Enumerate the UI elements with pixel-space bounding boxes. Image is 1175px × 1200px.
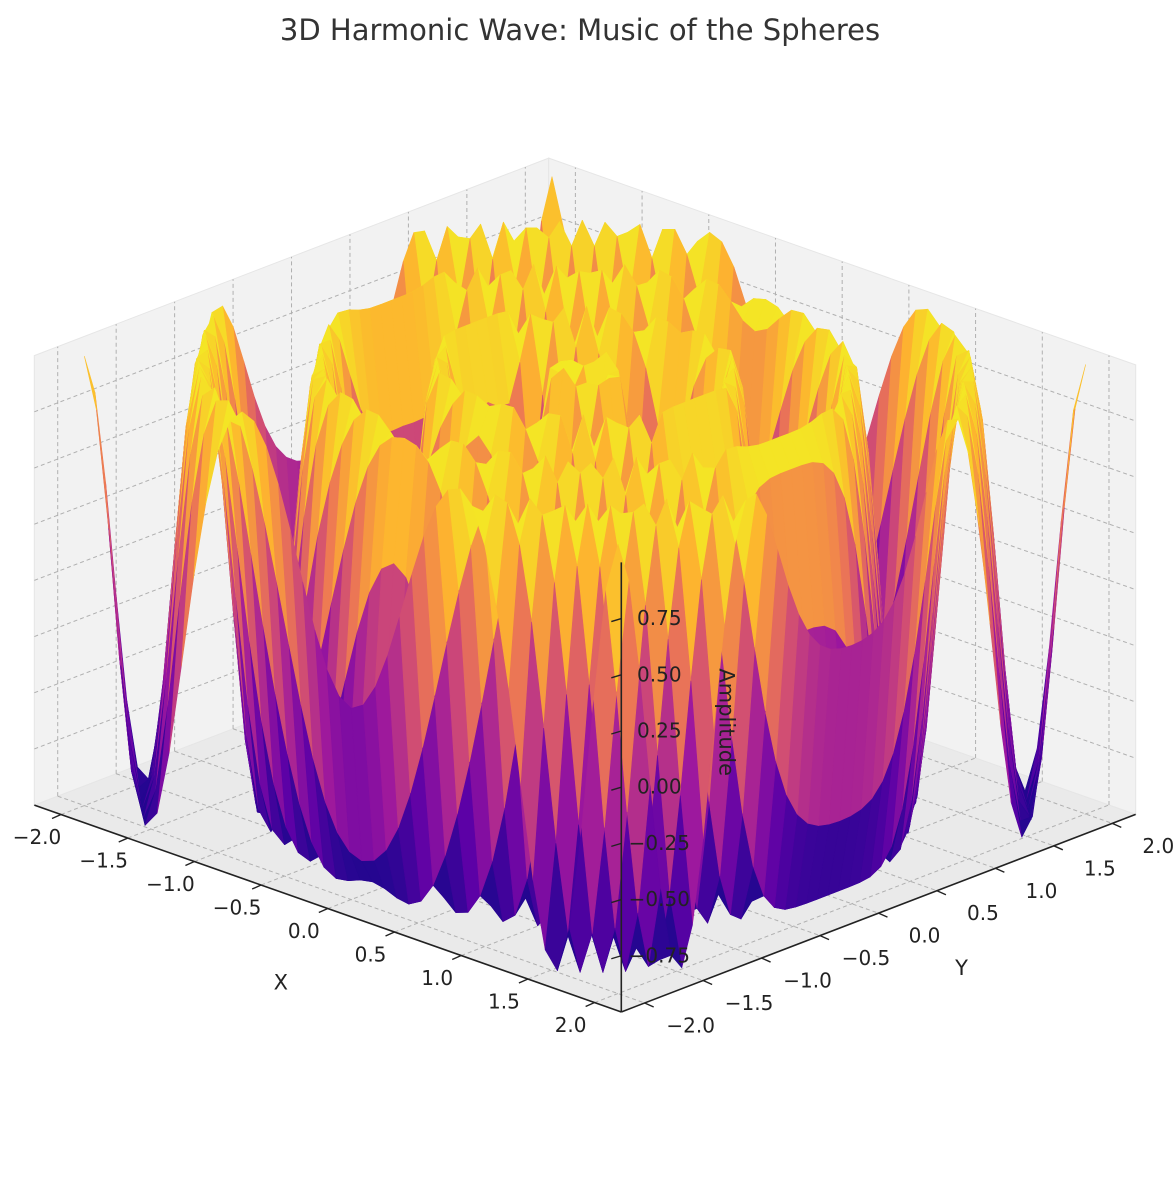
grid-line xyxy=(548,213,1136,422)
chart-title: 3D Harmonic Wave: Music of the Spheres xyxy=(280,13,880,47)
y-tick-label: −0.5 xyxy=(842,946,891,970)
x-tick-label: 0.0 xyxy=(288,919,320,943)
z-tick-mark xyxy=(611,730,622,735)
x-tick-label: 2.0 xyxy=(555,1013,587,1037)
y-tick-label: 2.0 xyxy=(1142,834,1174,858)
z-tick-mark xyxy=(611,617,622,623)
y-tick-label: −1.0 xyxy=(783,969,832,993)
z-tick-mark xyxy=(611,786,622,791)
y-tick-mark xyxy=(995,867,1005,873)
y-axis-label: Y xyxy=(954,956,968,980)
z-tick-label: 0.25 xyxy=(637,719,682,743)
y-tick-label: −1.5 xyxy=(725,991,774,1015)
z-tick-mark xyxy=(611,674,622,679)
tick-labels: −2.0−1.5−1.0−0.50.00.51.01.52.0 −2.0−1.5−… xyxy=(13,606,1174,1037)
z-tick-label: 0.75 xyxy=(637,606,682,630)
x-tick-mark xyxy=(518,978,529,984)
z-tick-label: 0.50 xyxy=(637,662,682,686)
x-tick-label: 1.5 xyxy=(488,990,520,1014)
x-tick-mark xyxy=(51,813,62,820)
x-tick-label: 0.5 xyxy=(355,943,387,967)
y-tick-mark xyxy=(702,979,713,986)
z-tick-label: 0.00 xyxy=(637,775,682,799)
axes xyxy=(34,562,1136,1013)
x-tick-label: −1.0 xyxy=(146,872,195,896)
x-tick-mark xyxy=(118,837,129,843)
surface-quad xyxy=(605,543,629,692)
x-tick-label: 1.0 xyxy=(421,966,453,990)
z-tick-label: −0.75 xyxy=(629,943,690,967)
x-tick-mark xyxy=(451,954,462,961)
grid-line xyxy=(57,795,645,1004)
z-tick-label: −0.50 xyxy=(629,887,690,911)
y-tick-label: 1.5 xyxy=(1084,856,1116,880)
x-tick-label: −2.0 xyxy=(13,825,62,849)
y-tick-label: 1.0 xyxy=(1025,879,1057,903)
z-tick-mark xyxy=(611,898,622,904)
grid-line xyxy=(34,269,549,469)
x-axis-label: X xyxy=(274,971,288,995)
z-axis-label: Amplitude xyxy=(714,668,738,776)
grid-line xyxy=(34,213,549,413)
y-tick-label: 0.0 xyxy=(909,924,941,948)
y-tick-mark xyxy=(644,1002,654,1008)
z-tick-mark xyxy=(611,955,622,960)
surface-plot xyxy=(84,176,1086,973)
y-tick-mark xyxy=(1053,845,1064,851)
x-tick-mark xyxy=(251,884,262,890)
grid-line xyxy=(594,804,1110,1004)
grid-line xyxy=(34,326,549,525)
y-tick-mark xyxy=(936,890,947,896)
x-tick-mark xyxy=(185,860,195,867)
x-tick-mark xyxy=(385,931,395,937)
y-tick-label: −2.0 xyxy=(666,1014,715,1038)
x-tick-label: −0.5 xyxy=(213,896,262,920)
z-tick-mark xyxy=(611,842,622,848)
x-tick-mark xyxy=(585,1001,595,1008)
z-tick-label: −0.25 xyxy=(629,831,690,855)
y-tick-mark xyxy=(1111,822,1122,829)
x-tick-label: −1.5 xyxy=(79,849,128,873)
y-tick-mark xyxy=(819,934,830,941)
y-tick-label: 0.5 xyxy=(967,901,999,925)
x-tick-mark xyxy=(318,907,329,914)
y-tick-mark xyxy=(878,912,888,918)
y-tick-mark xyxy=(761,957,771,963)
